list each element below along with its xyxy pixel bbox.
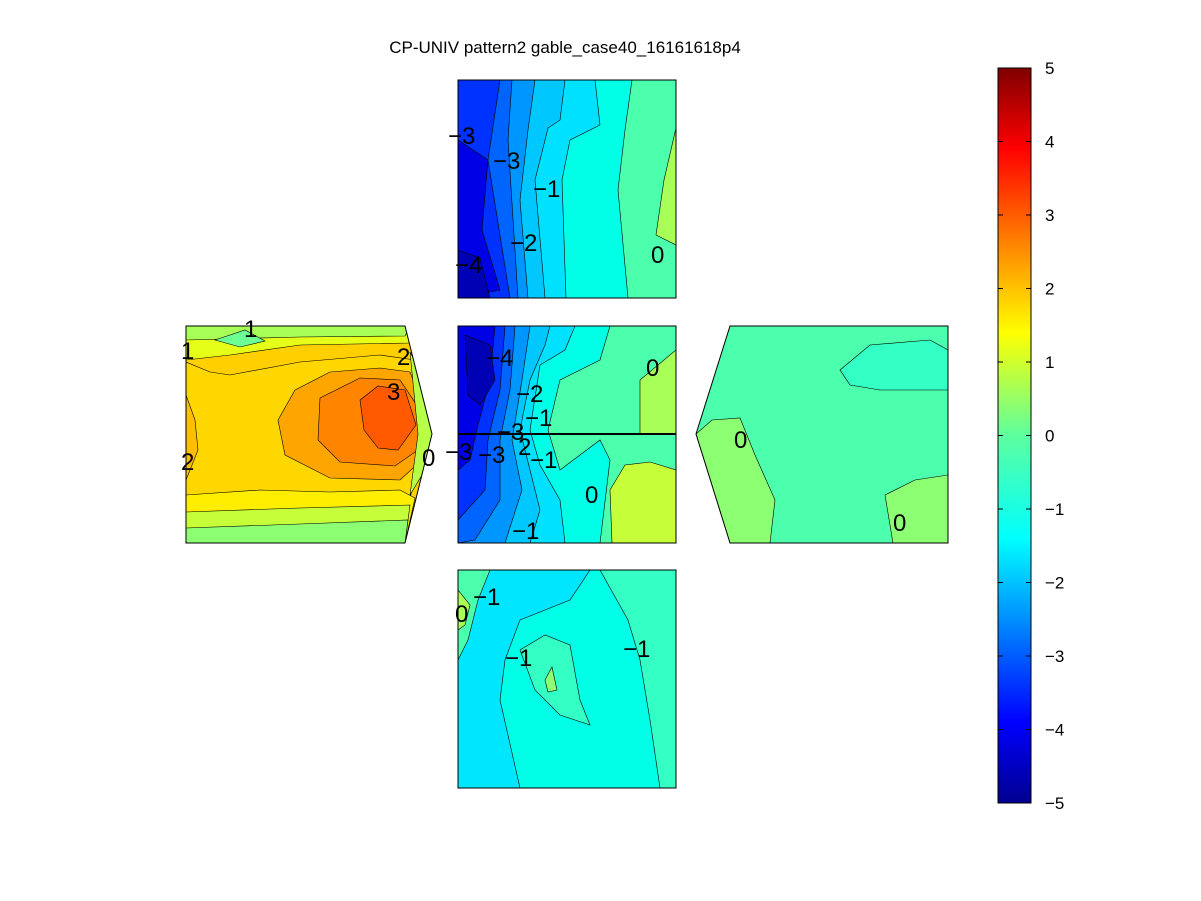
contour-fill: [458, 249, 491, 298]
panel-top-frame: [457, 79, 677, 299]
colorbar: 5 4 3 2 1 0 −1 −2 −3 −4 −5: [997, 59, 1064, 813]
contour-label: 0: [651, 242, 664, 269]
contour-label: 0: [893, 510, 906, 537]
colorbar-tick-label: 1: [1045, 353, 1054, 372]
colorbar-tick-label: 5: [1045, 59, 1054, 78]
contour-fill: [213, 329, 266, 348]
contour-label: 0: [585, 482, 598, 509]
panel-bottom-frame: [457, 569, 677, 789]
contour-fill: [458, 570, 591, 788]
contour-label: 1: [244, 316, 257, 343]
contour-label: 3: [387, 379, 400, 406]
contour-label: −3: [478, 442, 505, 469]
colorbar-tick-label: 4: [1045, 133, 1054, 152]
contour-fill: [458, 589, 471, 631]
panel-top: [458, 80, 676, 298]
contour-fill: [359, 385, 417, 451]
contour-fill: [839, 339, 948, 391]
contour-fill: [186, 394, 199, 481]
contour-fill: [464, 334, 496, 406]
panel-left-frame: [185, 325, 433, 544]
chart-title: CP-UNIV pattern2 gable_case40_16161618p4: [389, 38, 741, 57]
panel-bottom: [458, 570, 676, 788]
contour-label: 1: [181, 338, 194, 365]
contour-fill: [639, 349, 676, 435]
contour-label: −4: [486, 345, 513, 372]
contour-label: 0: [422, 445, 435, 472]
contour-label: 2: [518, 434, 531, 461]
colorbar-tick-label: 2: [1045, 280, 1054, 299]
colorbar-tick-label: −5: [1045, 794, 1064, 813]
contour-fill: [696, 417, 776, 543]
colorbar-tick-label: −1: [1045, 500, 1064, 519]
contour-fill: [884, 474, 948, 543]
panel-left: [186, 326, 432, 543]
colorbar-ticks: 5 4 3 2 1 0 −1 −2 −3 −4 −5: [998, 59, 1064, 813]
contour-label: −3: [445, 439, 472, 466]
contour-label: 0: [734, 427, 747, 454]
contour-fill: [599, 570, 676, 788]
contour-fill: [458, 570, 491, 661]
contour-label: −1: [512, 518, 539, 545]
contour-label: −2: [510, 230, 537, 257]
contour-label: 2: [397, 344, 410, 371]
contour-label: −1: [533, 176, 560, 203]
contour-label: −1: [525, 405, 552, 432]
colorbar-gradient: [997, 67, 1032, 804]
contour-label: −2: [516, 381, 543, 408]
colorbar-tick-label: −3: [1045, 647, 1064, 666]
contour-fill: [186, 519, 409, 543]
contour-fill: [544, 666, 558, 693]
contour-label: −1: [473, 584, 500, 611]
contour-label: −3: [493, 148, 520, 175]
colorbar-tick-label: 3: [1045, 206, 1054, 225]
contour-labels: −3 −3 −1 −2 −4 0 1 1 2 3 2 0 −4 0 −2 −1 …: [181, 123, 906, 672]
contour-label: 0: [455, 601, 468, 628]
contour-label: −1: [530, 447, 557, 474]
contour-fill: [609, 461, 676, 543]
colorbar-tick-label: −4: [1045, 721, 1064, 740]
contour-fill: [655, 127, 676, 246]
contour-label: 2: [181, 449, 194, 476]
contour-label: −1: [505, 645, 532, 672]
panel-right: [696, 326, 948, 543]
contour-label: 0: [646, 355, 659, 382]
colorbar-tick-label: −2: [1045, 574, 1064, 593]
contour-label: −3: [448, 123, 475, 150]
contour-label: −3: [497, 419, 524, 446]
colorbar-tick-label: 0: [1045, 427, 1054, 446]
contour-label: −4: [455, 252, 482, 279]
contour-label: −1: [623, 636, 650, 663]
panel-right-frame: [695, 325, 949, 544]
